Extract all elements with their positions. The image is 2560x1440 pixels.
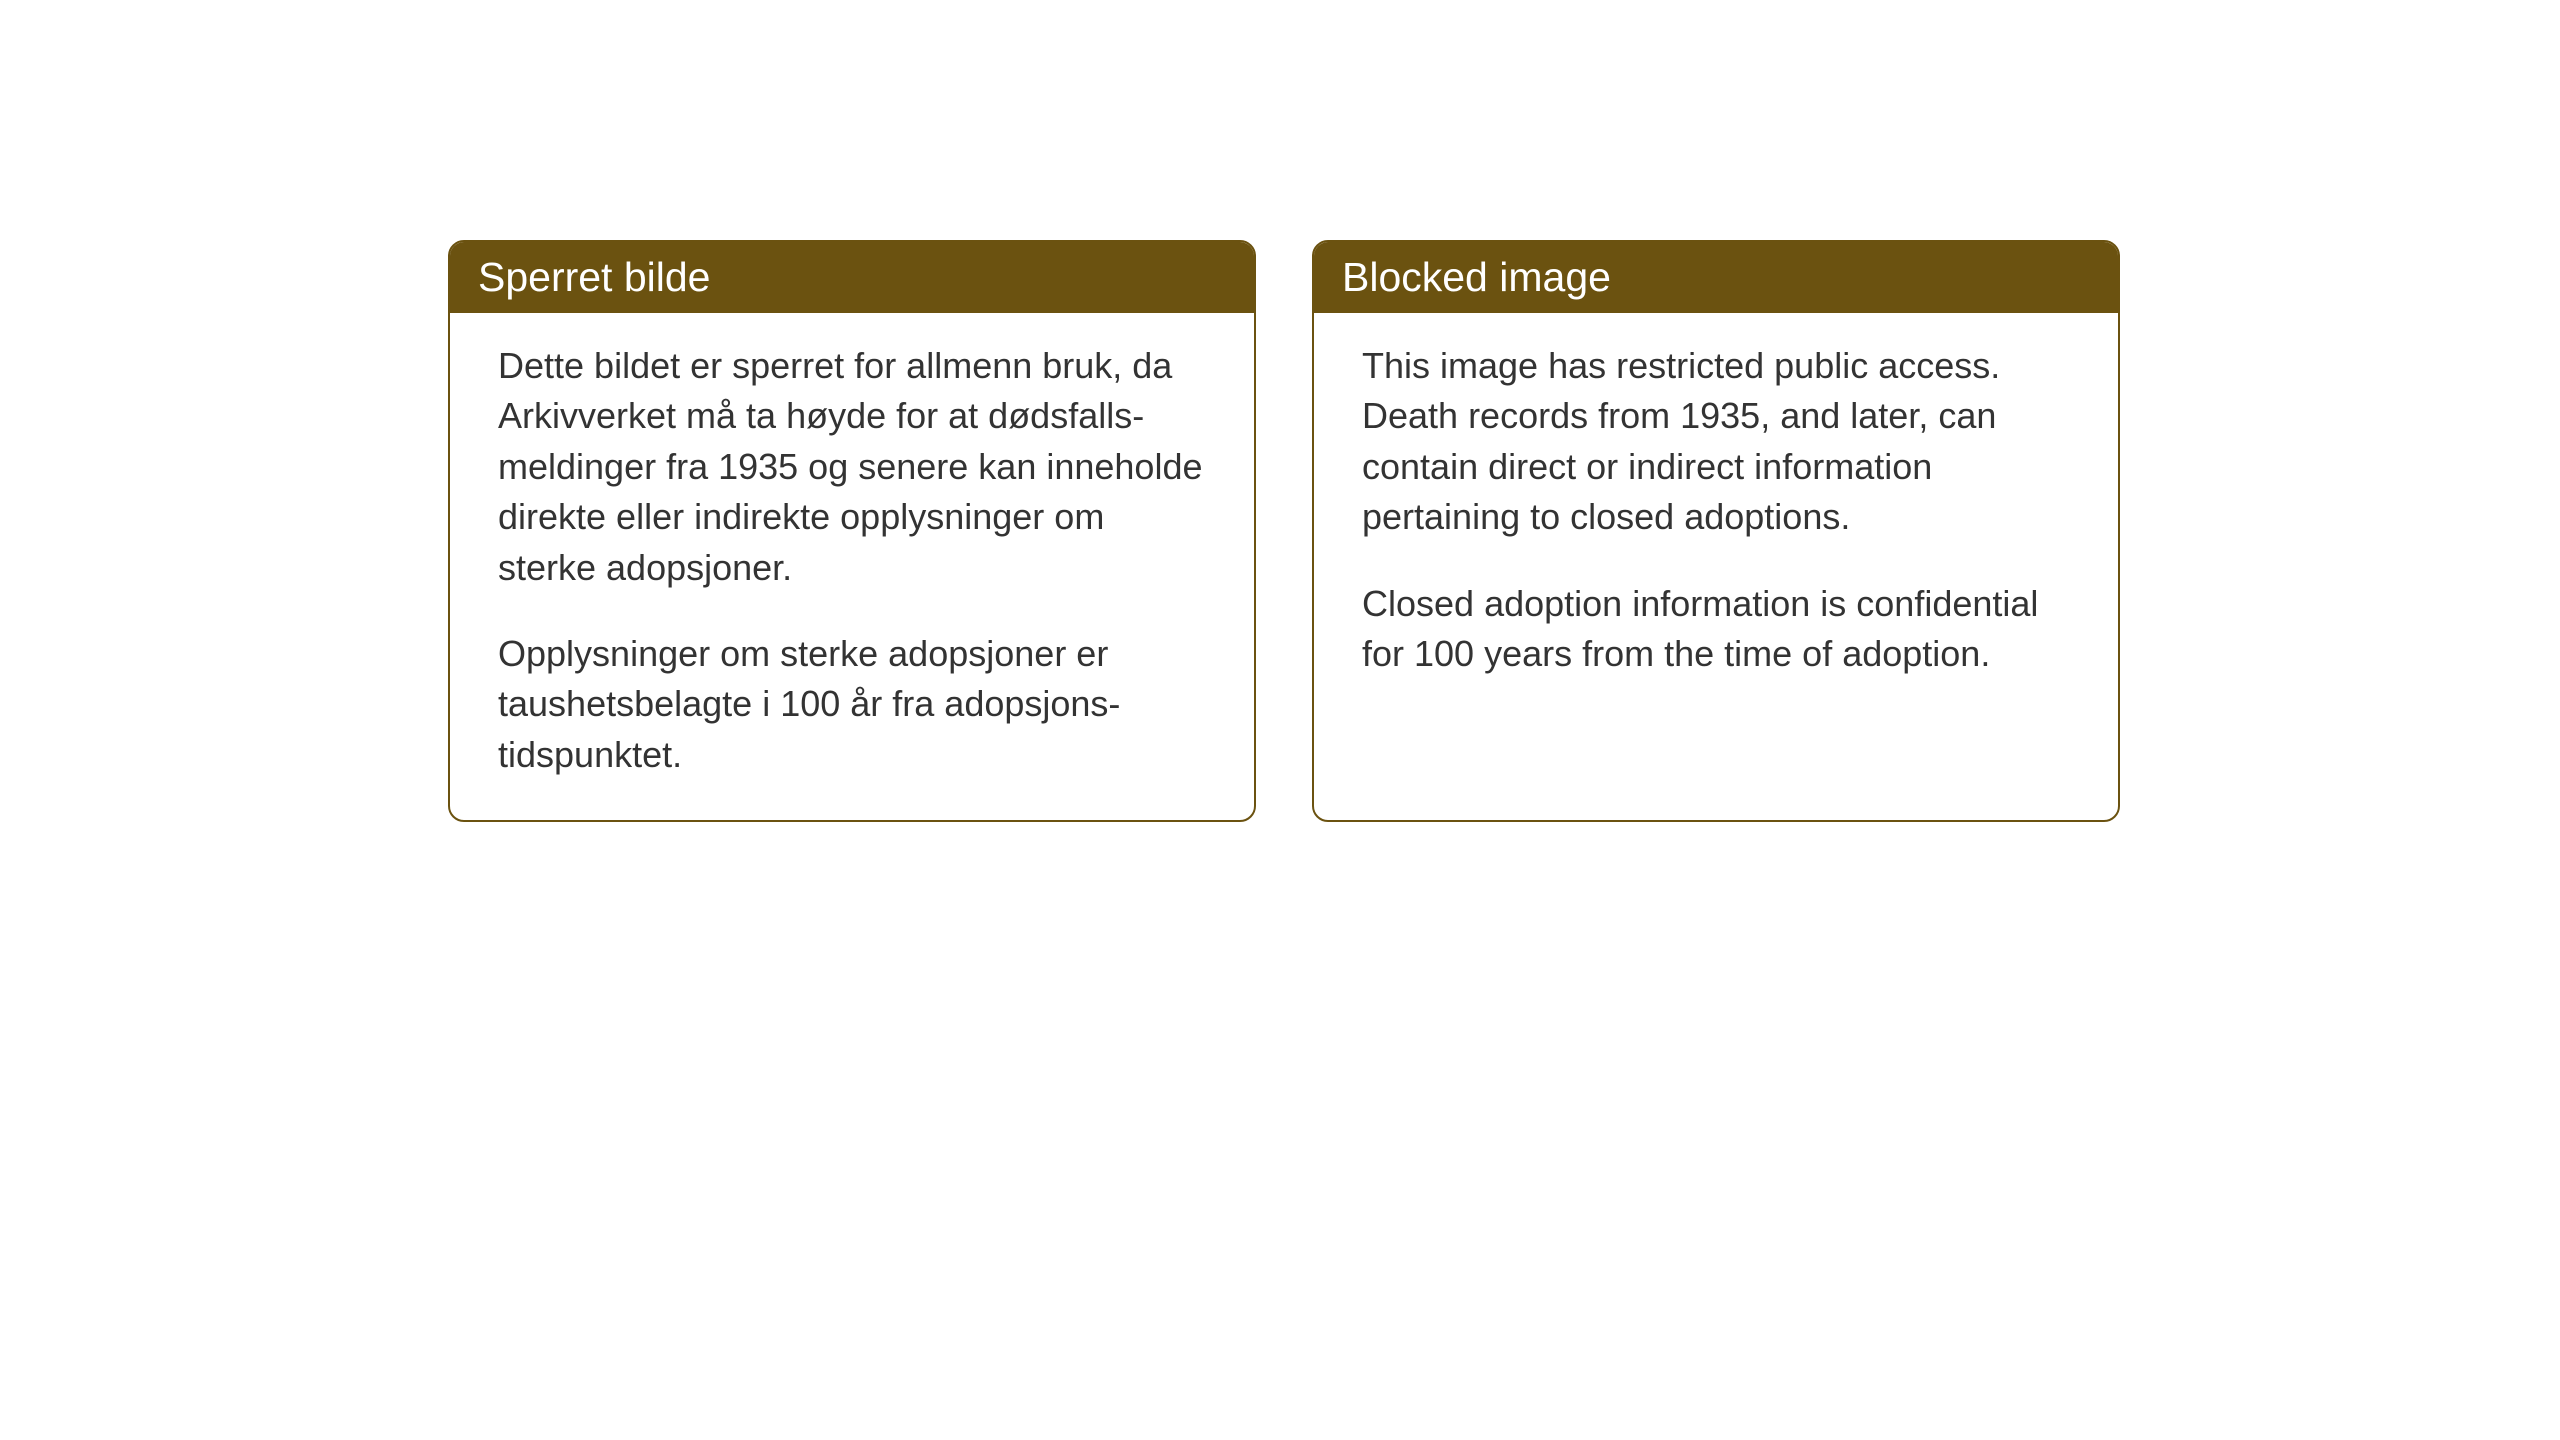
card-paragraph2-english: Closed adoption information is confident…	[1362, 579, 2070, 680]
card-body-english: This image has restricted public access.…	[1314, 313, 2118, 719]
card-paragraph2-norwegian: Opplysninger om sterke adopsjoner er tau…	[498, 629, 1206, 780]
card-body-norwegian: Dette bildet er sperret for allmenn bruk…	[450, 313, 1254, 820]
notice-card-norwegian: Sperret bilde Dette bildet er sperret fo…	[448, 240, 1256, 822]
card-header-english: Blocked image	[1314, 242, 2118, 313]
card-title-english: Blocked image	[1342, 254, 1611, 300]
card-paragraph1-english: This image has restricted public access.…	[1362, 341, 2070, 543]
card-header-norwegian: Sperret bilde	[450, 242, 1254, 313]
notice-card-english: Blocked image This image has restricted …	[1312, 240, 2120, 822]
card-title-norwegian: Sperret bilde	[478, 254, 710, 300]
card-paragraph1-norwegian: Dette bildet er sperret for allmenn bruk…	[498, 341, 1206, 593]
notice-container: Sperret bilde Dette bildet er sperret fo…	[448, 240, 2120, 822]
